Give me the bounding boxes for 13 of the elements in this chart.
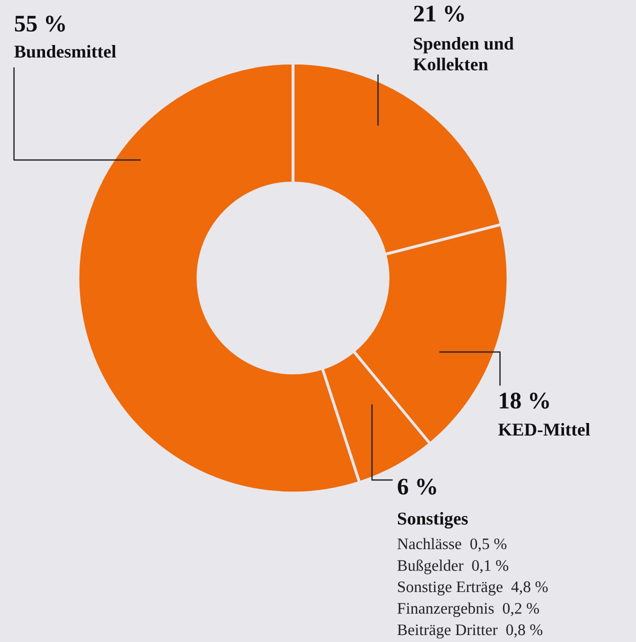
slice-label: Bundesmittel [14,45,116,58]
slice-label: KED-Mittel [498,423,590,436]
slice-label: Spenden und Kollekten [413,37,514,70]
slice-label: Sonstiges [398,512,468,529]
text: Sonstige Erträge 4,8 % [398,581,548,596]
data-label: 55 % [14,16,65,32]
text: Nachlässe 0,5 % [397,538,506,552]
data-label: 6 % [398,478,436,495]
text: Bußgelder 0,1 % [397,560,508,574]
data-label: 18 % [500,392,549,409]
text: Finanzergebnis 0,2 % [397,602,540,618]
text: Beiträge Dritter 0,8 % [397,624,542,638]
data-label: 21 % [414,6,464,22]
